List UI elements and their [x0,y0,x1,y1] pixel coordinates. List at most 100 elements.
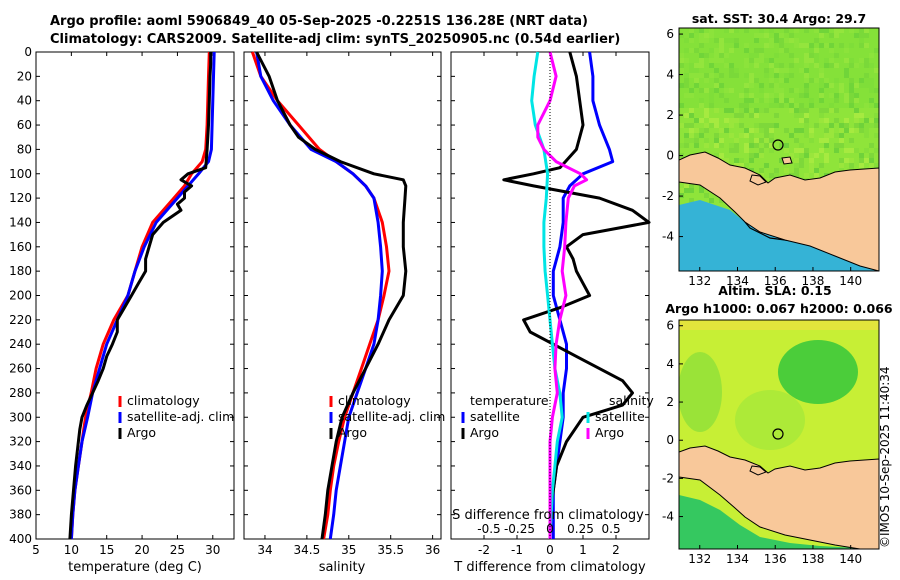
sst-cell [784,168,789,173]
sst-cell [704,88,709,93]
sla-argo-marker [772,428,784,440]
sst-cell [694,63,699,68]
sst-cell [834,143,839,148]
sst-cell [724,38,729,43]
sst-cell [834,28,839,33]
sst-cell [754,138,759,143]
y-tick-label: 0 [24,45,32,59]
sst-cell [684,143,689,148]
sst-cell [774,173,779,178]
sst-cell [769,83,774,88]
sst-cell [829,83,834,88]
sst-cell [814,53,819,58]
sst-cell [814,58,819,63]
sst-cell [784,98,789,103]
sst-cell [759,123,764,128]
sst-cell [769,58,774,63]
salinity-panel-frame [243,51,442,540]
sst-cell [709,33,714,38]
sst-cell [724,108,729,113]
legend-s-argo: Argo [595,425,624,440]
sst-cell [689,113,694,118]
sst-cell [689,128,694,133]
sst-cell [784,78,789,83]
y-tick-label: 100 [9,167,32,181]
sst-cell [834,148,839,153]
sst-cell [684,113,689,118]
sst-cell [809,53,814,58]
sst-cell [719,58,724,63]
sst-cell [799,113,804,118]
sst-cell [764,178,769,183]
sst-cell [784,48,789,53]
sst-cell [799,93,804,98]
sst-cell [739,158,744,163]
sst-cell [864,73,869,78]
sst-cell [684,138,689,143]
y-tick-label: 200 [9,289,32,303]
sst-cell [729,108,734,113]
sst-cell [699,133,704,138]
sst-cell [779,38,784,43]
sst-cell [864,158,869,163]
sst-cell [709,73,714,78]
sst-cell [759,138,764,143]
sst-cell [709,123,714,128]
sst-cell [874,88,879,93]
sst-cell [679,143,684,148]
sst-cell [684,73,689,78]
sst-cell [819,33,824,38]
sst-cell [849,63,854,68]
sst-cell [729,38,734,43]
sst-cell [779,68,784,73]
sst-cell [789,98,794,103]
salinity-xlabel: salinity [319,560,366,575]
sst-cell [859,153,864,158]
sst-cell [714,83,719,88]
x-tick-label: 0 [546,543,554,557]
sst-cell [839,123,844,128]
sst-cell [694,143,699,148]
sst-cell [754,33,759,38]
sst-cell [814,153,819,158]
sst-cell [689,133,694,138]
sst-cell [869,88,874,93]
sst-cell [809,128,814,133]
lon-tick-label: 132 [688,552,711,566]
sst-cell [754,123,759,128]
sst-cell [689,28,694,33]
sst-cell [759,128,764,133]
lon-tick-label: 138 [802,552,825,566]
sst-cell [789,53,794,58]
y-tick-label: 320 [9,435,32,449]
sst-cell [689,108,694,113]
legend-climatology: climatology [127,393,200,408]
sst-map-axes: 132 134 136 138 140 -4 -2 0 2 4 6 [662,27,862,288]
sst-cell [734,68,739,73]
sst-cell [804,28,809,33]
sst-cell [734,163,739,168]
sst-cell [714,108,719,113]
sst-cell [754,128,759,133]
sst-cell [854,123,859,128]
temperature-profile-plot: 5 10 15 20 25 3002040608010012014016018020022… [9,45,234,557]
sst-cell [754,143,759,148]
sst-cell [849,98,854,103]
sst-cell [714,53,719,58]
sst-cell [829,128,834,133]
x-tick-label: 34 [257,543,272,557]
sst-cell [694,73,699,78]
sst-cell [714,123,719,128]
sst-cell [849,158,854,163]
sst-cell [794,128,799,133]
lat-tick-label: 0 [666,433,674,447]
sst-map: sat. SST: 30.4 Argo: 29.7 132 134 136 138 14… [662,11,880,288]
sst-cell [869,83,874,88]
sst-cell [764,43,769,48]
sst-cell [874,163,879,168]
lat-tick-label: 4 [666,357,674,371]
sst-cell [814,123,819,128]
sst-cell [704,113,709,118]
y-tick-label: 300 [9,410,32,424]
sst-cell [694,128,699,133]
